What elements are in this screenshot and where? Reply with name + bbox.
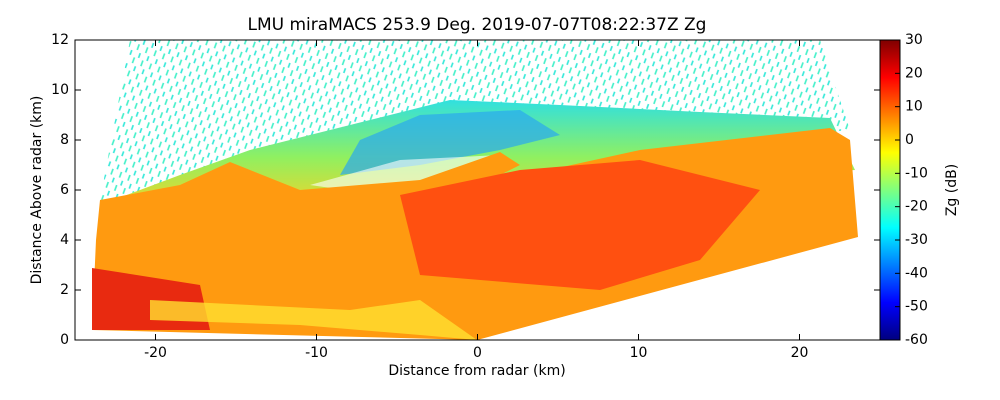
colorbar-tick-label: -20 [905, 199, 928, 215]
y-tick-label: 12 [51, 32, 69, 48]
colorbar-tick-label: 30 [905, 32, 923, 48]
y-tick-label: 6 [60, 182, 69, 198]
chart-title: LMU miraMACS 253.9 Deg. 2019-07-07T08:22… [248, 15, 707, 35]
y-tick-label: 0 [60, 332, 69, 348]
colorbar-tick-label: -30 [905, 232, 928, 248]
echo-core [400, 160, 760, 290]
radar-field [92, 40, 858, 340]
colorbar-tick-label: -40 [905, 265, 928, 281]
x-tick-label: 20 [791, 345, 809, 361]
colorbar-tick-label: -60 [905, 332, 928, 348]
colorbar [879, 39, 901, 341]
colorbar-label: Zg (dB) [944, 164, 960, 216]
weak-echo [340, 110, 560, 175]
colorbar-tick-label: -10 [905, 165, 928, 181]
x-tick-label: 10 [630, 345, 648, 361]
y-tick-label: 2 [60, 282, 69, 298]
x-tick-label: -10 [305, 345, 328, 361]
y-tick-label: 8 [60, 132, 69, 148]
gap [310, 155, 500, 195]
y-axis-label: Distance Above radar (km) [29, 96, 45, 285]
colorbar-tick-label: 0 [905, 132, 914, 148]
x-tick-label: 0 [473, 345, 482, 361]
weak-echo [150, 300, 477, 340]
y-tick-label: 4 [60, 232, 69, 248]
x-tick-label: -20 [144, 345, 167, 361]
x-axis-label: Distance from radar (km) [388, 363, 565, 379]
colorbar-tick-label: 10 [905, 99, 923, 115]
colorbar-tick-label: -50 [905, 299, 928, 315]
y-tick-label: 10 [51, 82, 69, 98]
colorbar-tick-label: 20 [905, 65, 923, 81]
